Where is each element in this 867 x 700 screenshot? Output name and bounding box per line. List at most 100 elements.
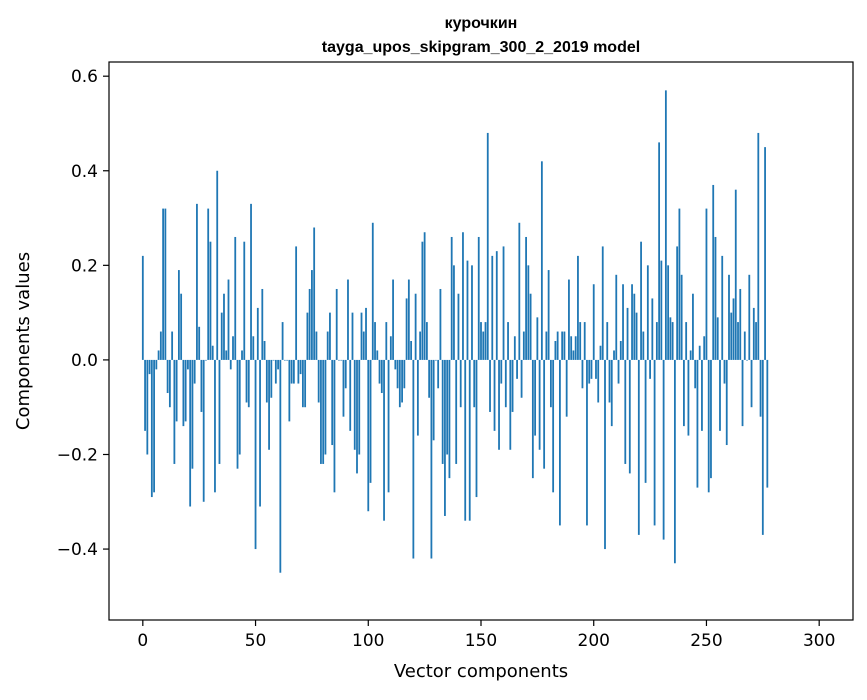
bar	[437, 359, 440, 389]
bar	[211, 345, 214, 360]
bar	[205, 359, 207, 361]
bar	[322, 359, 325, 464]
bars-layer	[141, 90, 769, 573]
bar	[459, 359, 462, 408]
bar	[320, 359, 322, 464]
bar	[752, 307, 755, 360]
bar	[504, 359, 507, 408]
bar	[714, 236, 717, 360]
bar	[410, 341, 413, 360]
bar	[281, 322, 284, 360]
bar	[721, 255, 724, 360]
bar	[453, 265, 455, 360]
bar	[455, 359, 458, 464]
bar	[701, 359, 703, 431]
bar	[619, 341, 622, 360]
bar	[577, 255, 579, 360]
bar	[507, 322, 509, 360]
bar	[561, 331, 564, 360]
bar	[583, 322, 586, 360]
bar	[220, 312, 223, 360]
bar	[554, 341, 557, 360]
x-tick-label: 250	[690, 631, 722, 651]
bar	[655, 322, 658, 360]
bar	[719, 359, 721, 431]
bar	[380, 359, 383, 394]
bar	[184, 359, 187, 422]
bar	[331, 359, 334, 446]
bar	[590, 359, 593, 379]
bar	[141, 255, 144, 360]
bar	[263, 341, 266, 360]
bar	[734, 189, 737, 360]
bar	[511, 359, 514, 412]
bar	[351, 312, 354, 360]
bar	[277, 359, 279, 370]
bar	[290, 359, 293, 384]
bar	[407, 279, 410, 360]
bar	[588, 359, 591, 384]
bar	[664, 90, 667, 360]
bar	[241, 350, 243, 360]
bar	[173, 359, 176, 464]
bar	[396, 359, 399, 389]
bar	[631, 284, 633, 360]
bar	[484, 322, 487, 360]
bar	[529, 293, 532, 360]
bar	[545, 331, 548, 360]
bar	[748, 274, 751, 360]
bar	[486, 132, 489, 360]
y-tick-label: 0.0	[71, 351, 98, 371]
bar	[606, 322, 609, 360]
bar	[531, 359, 534, 479]
bar	[168, 359, 171, 408]
bar	[595, 359, 597, 379]
bar	[556, 331, 559, 360]
bar	[419, 331, 422, 360]
bar	[311, 270, 313, 360]
bar	[635, 312, 638, 360]
bar	[306, 312, 309, 360]
bar	[153, 359, 155, 493]
bar	[209, 241, 212, 360]
bar	[315, 331, 318, 360]
bar	[723, 359, 726, 384]
bar	[710, 359, 712, 479]
bar	[358, 359, 361, 455]
bar	[574, 336, 577, 360]
bar	[335, 288, 338, 360]
bar	[475, 359, 478, 498]
bar	[513, 336, 516, 360]
bar	[383, 359, 385, 521]
bar	[268, 359, 270, 450]
bar	[692, 293, 694, 360]
bar	[516, 359, 518, 379]
bar	[252, 336, 255, 360]
bar	[570, 336, 573, 360]
bar	[292, 359, 295, 384]
bar	[732, 298, 735, 360]
bar	[272, 359, 275, 361]
bar	[660, 260, 663, 360]
bar	[200, 359, 203, 412]
bar	[626, 307, 629, 360]
bar	[202, 359, 205, 502]
bar	[367, 359, 370, 512]
x-tick-label: 200	[578, 631, 610, 651]
bar	[520, 359, 523, 398]
bar	[581, 359, 584, 389]
bar	[534, 359, 537, 436]
bar	[256, 307, 259, 360]
bar	[232, 336, 234, 360]
y-axis-label: Components values	[13, 252, 34, 430]
bar	[301, 359, 304, 408]
bar	[525, 236, 527, 360]
bar	[586, 359, 588, 526]
bar	[644, 359, 647, 483]
bar	[338, 359, 340, 361]
bar	[216, 170, 219, 360]
bar	[640, 241, 642, 360]
bar	[428, 359, 431, 398]
bar	[646, 265, 649, 360]
